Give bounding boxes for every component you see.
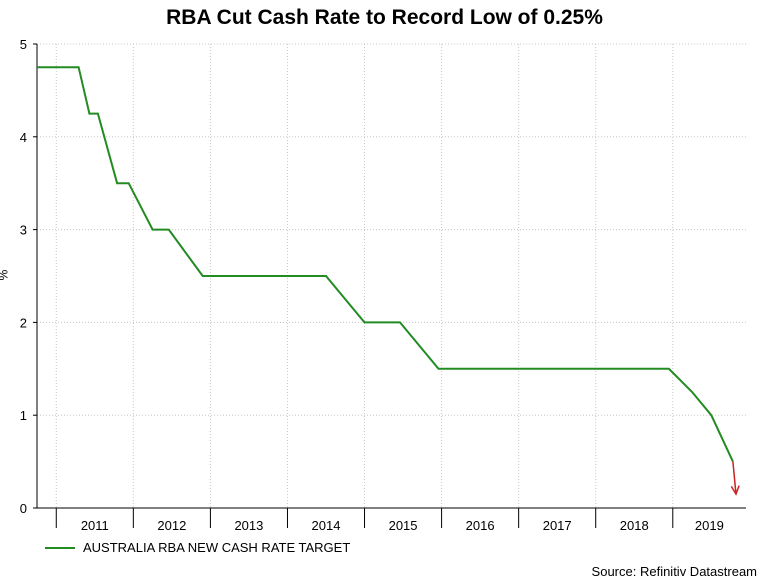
x-tick-label: 2015 bbox=[389, 518, 418, 533]
arrow-head bbox=[730, 485, 740, 496]
x-tick-label: 2019 bbox=[695, 518, 724, 533]
y-tick-label: 0 bbox=[20, 501, 27, 516]
y-tick-label: 1 bbox=[20, 408, 27, 423]
legend-swatch bbox=[45, 546, 75, 549]
x-tick-label: 2017 bbox=[543, 518, 572, 533]
series-line bbox=[37, 66, 734, 463]
x-tick-label: 2012 bbox=[157, 518, 186, 533]
arrow-shaft bbox=[732, 461, 737, 495]
y-tick-label: 4 bbox=[20, 130, 27, 145]
y-tick-label: 5 bbox=[20, 37, 27, 52]
legend: AUSTRALIA RBA NEW CASH RATE TARGET bbox=[45, 540, 350, 555]
source-note: Source: Refinitiv Datastream bbox=[591, 564, 757, 579]
x-tick-label: 2018 bbox=[620, 518, 649, 533]
x-tick-label: 2016 bbox=[466, 518, 495, 533]
x-tick-label: 2011 bbox=[81, 518, 109, 533]
chart-title: RBA Cut Cash Rate to Record Low of 0.25% bbox=[166, 6, 603, 29]
x-tick-label: 2014 bbox=[312, 518, 341, 533]
x-tick-label: 2013 bbox=[234, 518, 263, 533]
y-tick-label: 3 bbox=[20, 223, 27, 238]
legend-label: AUSTRALIA RBA NEW CASH RATE TARGET bbox=[83, 540, 351, 555]
y-tick-label: 2 bbox=[20, 315, 27, 330]
